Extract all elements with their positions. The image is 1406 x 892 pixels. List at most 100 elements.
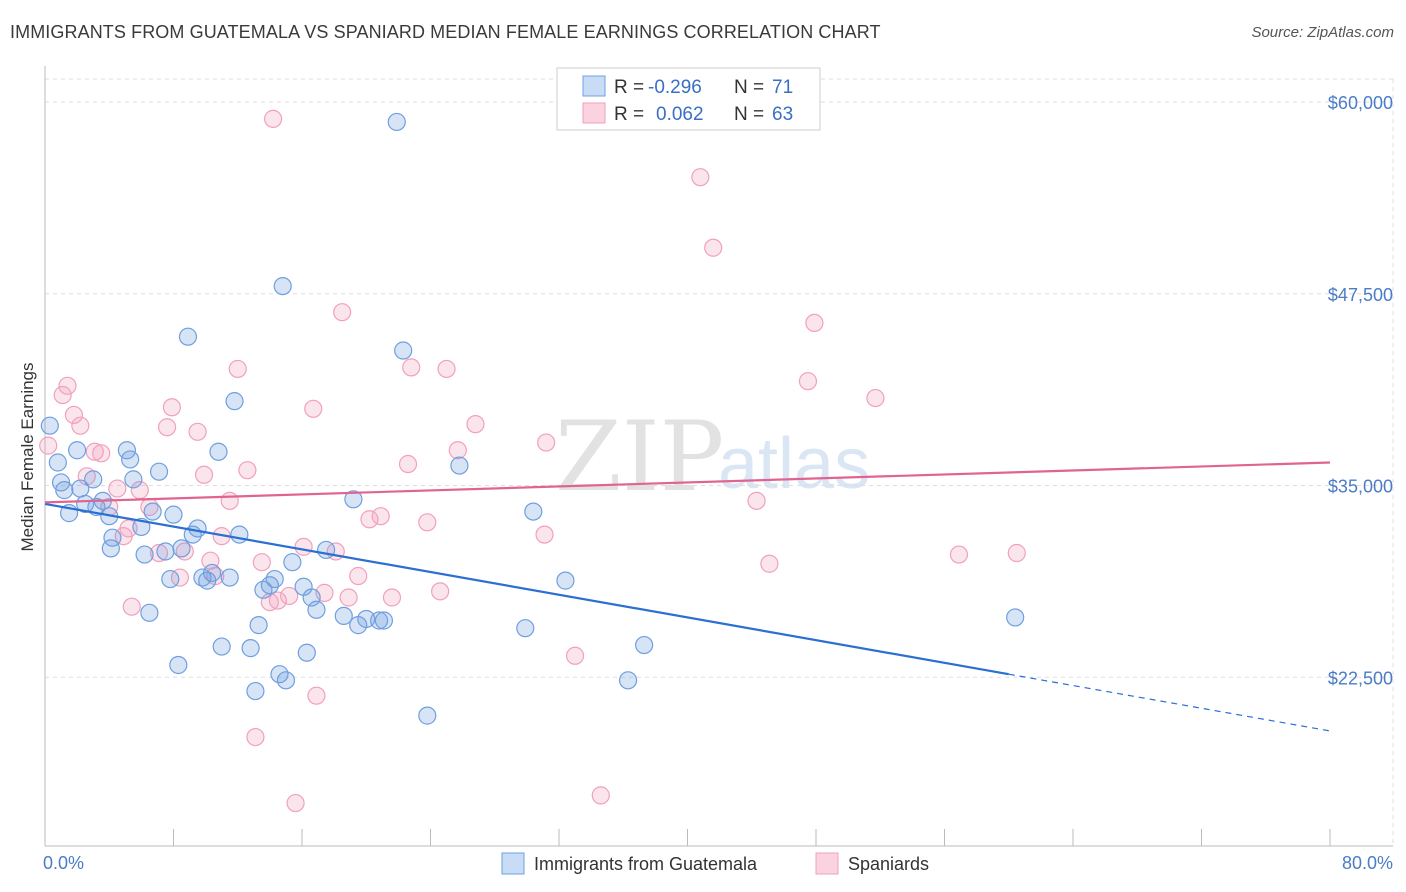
guatemala-point-63: [516, 619, 535, 638]
guatemala-point-42: [260, 576, 279, 595]
spaniards-point-7: [92, 444, 111, 463]
guatemala-point-43: [265, 569, 284, 589]
spaniards-point-44: [371, 507, 390, 526]
spaniards-point-64: [949, 545, 969, 564]
guatemala-point-25: [169, 655, 188, 675]
spaniards-point-17: [162, 398, 181, 417]
guatemala-point-30: [193, 568, 212, 587]
spaniards-point-26: [228, 359, 247, 379]
legend-r-value-blue: -0.296: [648, 77, 702, 98]
y-tick-labels: $60,000 $47,500 $35,000 $22,500: [1328, 93, 1393, 688]
guatemala-point-59: [387, 112, 406, 132]
guatemala-point-51: [307, 600, 326, 619]
spaniards-point-43: [360, 510, 379, 529]
legend-r-label-blue: R =: [614, 77, 644, 98]
spaniards-point-50: [437, 359, 456, 379]
spaniards-point-19: [175, 542, 194, 561]
guatemala-point-23: [161, 569, 180, 589]
watermark-zip: ZIP: [555, 401, 724, 513]
guatemala-point-40: [249, 616, 268, 635]
spaniards-point-42: [349, 566, 368, 586]
spaniards-point-25: [220, 491, 239, 510]
spaniards-point-15: [149, 543, 169, 563]
guatemala-point-16: [124, 470, 143, 489]
spaniards-point-47: [402, 358, 421, 377]
series-legend-label-spaniards: Spaniards: [848, 854, 929, 874]
guatemala-point-34: [212, 637, 231, 656]
spaniards-point-34: [286, 793, 305, 813]
guatemala-point-8: [84, 470, 103, 489]
guatemala-point-29: [188, 519, 207, 538]
guatemala-point-52: [316, 540, 336, 560]
spaniards-point-56: [591, 786, 610, 805]
y-tick-label-3: $22,500: [1328, 668, 1393, 688]
spaniards-point-3: [64, 405, 84, 425]
guatemala-point-20: [143, 502, 162, 521]
spaniards-point-46: [398, 454, 418, 474]
chart-title: IMMIGRANTS FROM GUATEMALA VS SPANIARD ME…: [10, 22, 881, 42]
guatemala-point-1: [48, 453, 67, 472]
y-axis-label: Median Female Earnings: [18, 363, 37, 552]
spaniards-point-2: [58, 376, 77, 395]
series-legend-swatch-guatemala: [501, 852, 525, 875]
spaniards-trend-line: [44, 461, 1331, 504]
legend-swatch-blue: [582, 75, 606, 97]
guatemala-point-37: [230, 525, 249, 544]
guatemala-point-61: [418, 706, 437, 725]
spaniards-point-28: [246, 727, 265, 747]
guatemala-point-58: [374, 611, 394, 630]
guatemala-point-57: [370, 611, 389, 630]
legend-r-value-pink: 0.062: [656, 104, 704, 125]
spaniards-point-53: [535, 525, 554, 544]
guatemala-point-47: [283, 553, 302, 572]
guatemala-point-62: [450, 456, 469, 475]
guatemala-point-46: [276, 671, 296, 690]
spaniards-point-9: [108, 479, 127, 498]
axes: [44, 66, 1393, 847]
spaniards-point-65: [1007, 543, 1026, 563]
guatemala-point-21: [149, 462, 169, 481]
guatemala-point-15: [121, 450, 140, 469]
trend-lines: [44, 461, 1331, 732]
spaniards-point-12: [122, 597, 141, 616]
guatemala-point-53: [334, 606, 353, 626]
guatemala-point-13: [101, 539, 120, 558]
guatemala-point-7: [76, 494, 95, 514]
spaniards-point-29: [252, 553, 271, 572]
x-tick-label-start: 0.0%: [43, 853, 84, 873]
spaniards-point-59: [747, 491, 766, 510]
guatemala-point-33: [209, 442, 228, 461]
spaniards-points: [39, 109, 1026, 813]
legend-n-value-blue: 71: [772, 77, 793, 98]
guatemala-point-49: [297, 643, 316, 662]
guatemala-points: [40, 112, 1025, 725]
spaniards-point-54: [537, 433, 556, 452]
spaniards-point-6: [85, 442, 104, 461]
legend-swatch-pink: [582, 102, 606, 124]
spaniards-point-45: [382, 588, 402, 607]
series-legend-label-guatemala: Immigrants from Guatemala: [534, 854, 758, 874]
source-credit: Source: ZipAtlas.com: [1251, 24, 1394, 41]
spaniards-point-0: [39, 436, 58, 455]
spaniards-point-21: [194, 465, 214, 484]
guatemala-point-65: [556, 571, 575, 590]
guatemala-point-38: [241, 639, 260, 658]
guatemala-trend-extension: [1008, 673, 1331, 732]
spaniards-point-55: [565, 646, 585, 665]
guatemala-point-5: [68, 441, 87, 460]
guatemala-point-26: [172, 539, 191, 558]
series-legend-swatch-spaniards: [815, 852, 839, 875]
y-tick-label-1: $47,500: [1328, 285, 1393, 305]
legend-r-label-pink: R =: [614, 104, 644, 125]
y-tick-label-0: $60,000: [1328, 93, 1393, 113]
watermark-atlas: atlas: [718, 424, 870, 504]
legend-n-label-pink: N =: [734, 104, 764, 125]
guatemala-point-45: [273, 276, 292, 296]
guatemala-point-67: [635, 635, 654, 655]
guatemala-point-19: [140, 603, 159, 622]
guatemala-point-22: [156, 542, 175, 561]
guatemala-point-41: [254, 580, 273, 599]
spaniards-point-61: [798, 372, 818, 391]
spaniards-point-48: [418, 513, 437, 532]
spaniards-point-1: [53, 385, 72, 405]
